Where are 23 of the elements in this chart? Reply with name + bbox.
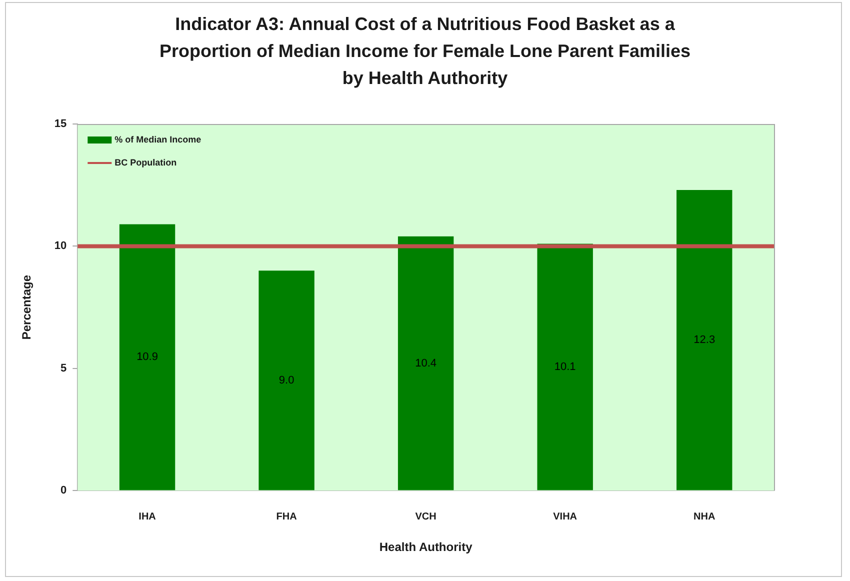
data-label: 12.3 [694,334,716,346]
x-tick-label: VIHA [553,511,578,522]
data-label: 9.0 [278,374,294,386]
y-tick-label: 0 [60,484,67,497]
x-tick-label: VCH [415,511,436,522]
x-axis-title: Health Authority [379,540,473,554]
chart-title: Indicator A3: Annual Cost of a Nutritious Food Basket as a Proportion of Median Income for Female Lone Parent Families by Health Authority [158,13,692,90]
y-tick-label: 15 [54,118,67,130]
bar [398,236,454,490]
bar [676,190,732,490]
y-tick-label: 5 [60,362,67,374]
data-label: 10.1 [554,360,576,373]
data-label: 10.4 [415,357,437,370]
x-tick-label: IHA [138,511,156,522]
x-tick-label: FHA [276,511,297,522]
legend-label: BC Population [114,157,177,168]
legend-label: % of Median Income [114,134,202,144]
data-label: 10.9 [136,351,158,364]
y-axis-title: Percentage [20,274,34,340]
x-tick-label: NHA [694,511,716,522]
bar [258,270,314,490]
y-tick-label: 10 [54,240,67,252]
bar [119,224,176,490]
